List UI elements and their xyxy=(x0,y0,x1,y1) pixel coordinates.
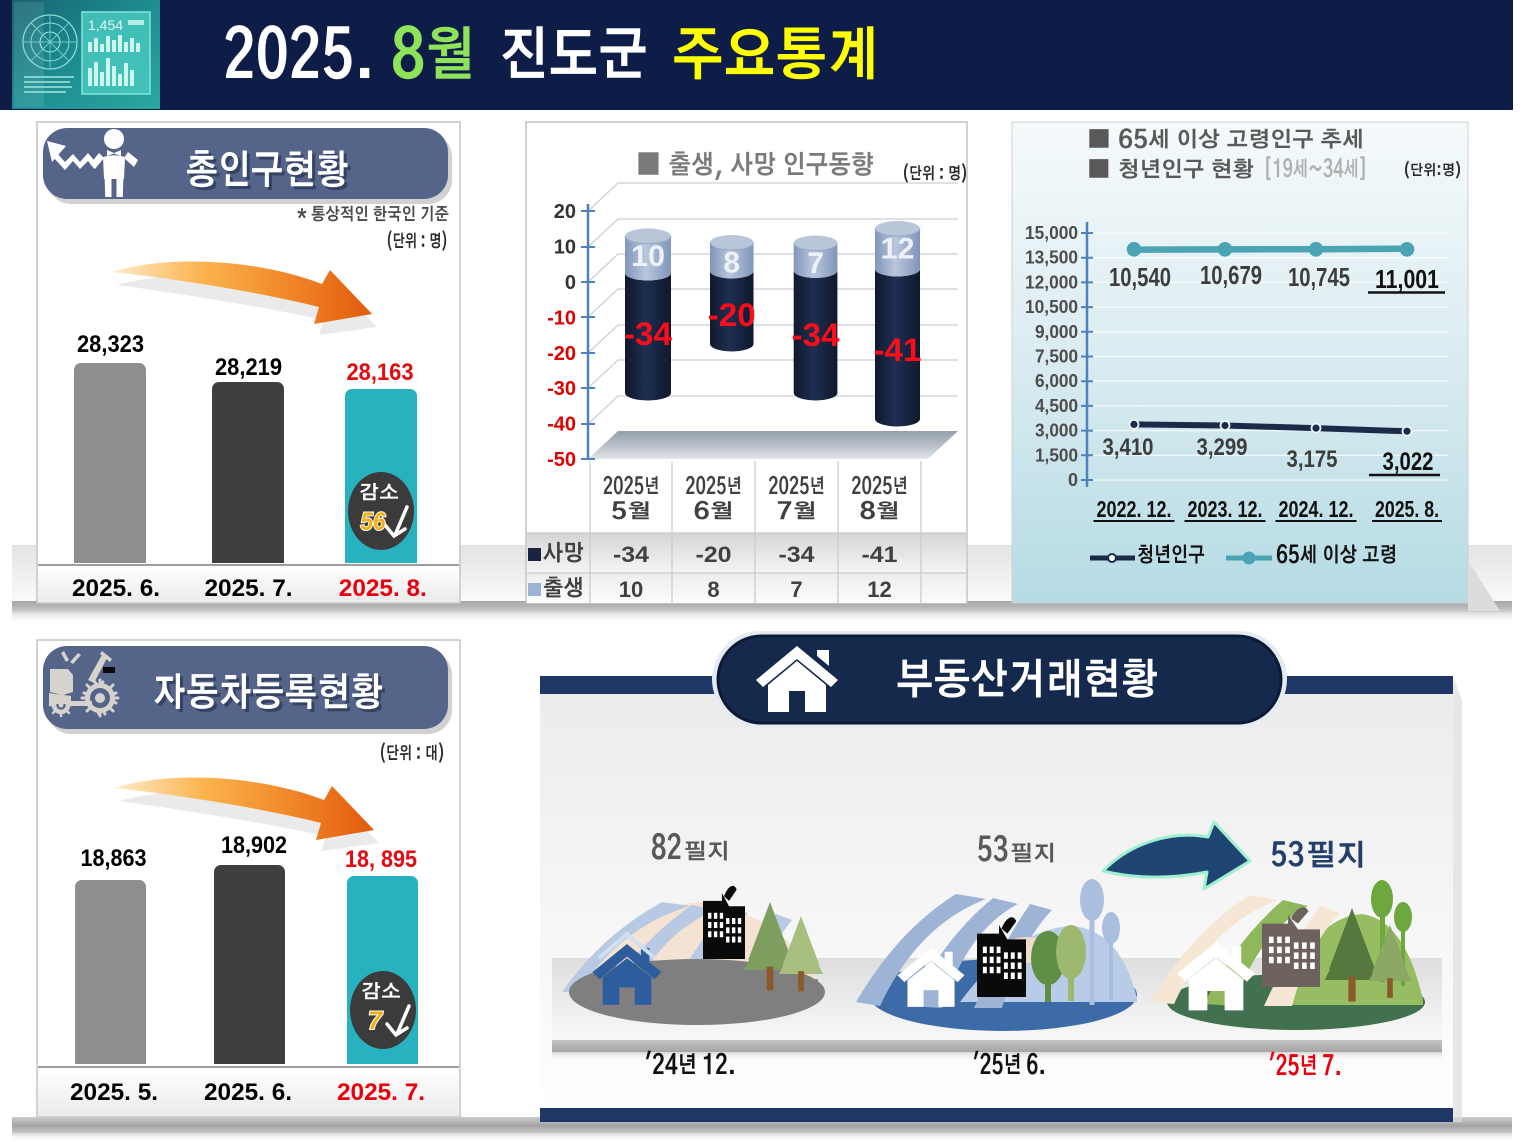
svg-text:-41: -41 xyxy=(862,542,898,567)
svg-text:12,000: 12,000 xyxy=(1025,272,1078,292)
svg-text:20: 20 xyxy=(554,201,576,223)
svg-text:10: 10 xyxy=(631,240,665,273)
svg-text:-20: -20 xyxy=(708,297,756,333)
svg-text:2025. 8.: 2025. 8. xyxy=(339,575,427,602)
svg-text:3,410: 3,410 xyxy=(1103,434,1154,461)
svg-text:3,175: 3,175 xyxy=(1287,446,1338,473)
svg-text:8: 8 xyxy=(723,247,740,280)
svg-text:12: 12 xyxy=(867,577,891,602)
svg-text:18,902: 18,902 xyxy=(221,832,287,859)
svg-text:12: 12 xyxy=(881,233,915,266)
svg-text:3,000: 3,000 xyxy=(1035,421,1078,441)
svg-text:0: 0 xyxy=(565,272,576,294)
svg-text:0: 0 xyxy=(1068,470,1078,490)
svg-text:-30: -30 xyxy=(547,378,576,400)
svg-text:7: 7 xyxy=(368,1007,383,1035)
svg-text:10,500: 10,500 xyxy=(1025,297,1078,317)
svg-text:2023. 12.: 2023. 12. xyxy=(1188,496,1263,522)
svg-text:2025. 5.: 2025. 5. xyxy=(70,1079,158,1106)
svg-text:6,000: 6,000 xyxy=(1035,371,1078,391)
svg-text:2025. 6.: 2025. 6. xyxy=(72,575,160,602)
svg-text:7: 7 xyxy=(790,577,802,602)
svg-text:9,000: 9,000 xyxy=(1035,322,1078,342)
svg-text:28,219: 28,219 xyxy=(215,354,282,381)
svg-text:28,163: 28,163 xyxy=(347,359,414,386)
svg-text:2024. 12.: 2024. 12. xyxy=(1279,496,1354,522)
svg-text:-20: -20 xyxy=(696,542,732,567)
svg-text:10,540: 10,540 xyxy=(1109,262,1171,292)
svg-text:-34: -34 xyxy=(613,542,650,567)
svg-text:2022. 12.: 2022. 12. xyxy=(1097,496,1172,522)
svg-text:56: 56 xyxy=(361,508,387,536)
svg-text:10,745: 10,745 xyxy=(1288,262,1350,292)
svg-text:2025. 8.: 2025. 8. xyxy=(1375,496,1439,522)
svg-text:3,299: 3,299 xyxy=(1197,434,1248,461)
svg-text:28,323: 28,323 xyxy=(77,331,144,358)
svg-text:13,500: 13,500 xyxy=(1025,248,1078,268)
svg-text:-41: -41 xyxy=(874,332,922,368)
svg-text:18, 895: 18, 895 xyxy=(345,846,417,873)
svg-text:3,022: 3,022 xyxy=(1383,448,1434,476)
svg-text:2025. 7.: 2025. 7. xyxy=(337,1079,425,1106)
svg-text:11,001: 11,001 xyxy=(1375,264,1439,294)
svg-text:-34: -34 xyxy=(792,317,840,353)
svg-text:10,679: 10,679 xyxy=(1200,260,1262,290)
svg-text:7: 7 xyxy=(807,247,824,280)
svg-text:-34: -34 xyxy=(779,542,816,567)
svg-text:10: 10 xyxy=(619,577,643,602)
svg-text:2025. 7.: 2025. 7. xyxy=(205,575,293,602)
svg-text:4,500: 4,500 xyxy=(1035,396,1078,416)
svg-text:7,500: 7,500 xyxy=(1035,347,1078,367)
svg-text:8: 8 xyxy=(707,577,719,602)
svg-text:1,500: 1,500 xyxy=(1035,445,1078,465)
svg-text:-50: -50 xyxy=(547,449,576,471)
svg-text:15,000: 15,000 xyxy=(1025,223,1078,243)
svg-text:-20: -20 xyxy=(547,343,576,365)
svg-text:-34: -34 xyxy=(624,316,672,352)
svg-text:18,863: 18,863 xyxy=(81,845,147,872)
svg-text:10: 10 xyxy=(554,237,576,259)
svg-text:-40: -40 xyxy=(547,414,576,436)
svg-text:1,454: 1,454 xyxy=(88,17,123,33)
svg-text:-10: -10 xyxy=(547,307,576,329)
svg-text:2025. 6.: 2025. 6. xyxy=(204,1079,292,1106)
